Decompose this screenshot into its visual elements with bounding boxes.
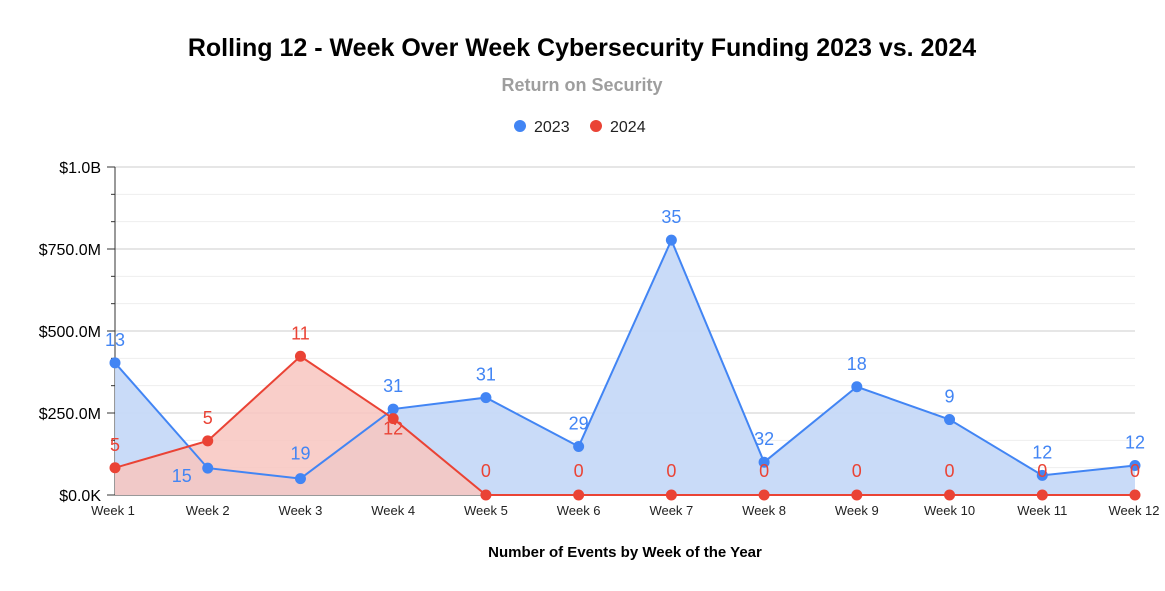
y-tick-label: $250.0M [39, 406, 101, 423]
data-label-2024: 0 [574, 461, 584, 481]
point-2023-week-11 [1036, 469, 1048, 481]
x-tick-label: Week 6 [557, 503, 601, 518]
point-2024-week-3 [294, 350, 306, 362]
x-tick-label: Week 3 [279, 503, 323, 518]
point-2023-week-2 [202, 462, 214, 474]
area-2024 [115, 356, 1135, 495]
point-2023-week-10 [944, 414, 956, 426]
point-2023-week-3 [294, 473, 306, 485]
legend-label-2023: 2023 [534, 119, 570, 136]
point-2023-week-12 [1129, 459, 1141, 471]
x-tick-label: Week 8 [742, 503, 786, 518]
legend-label-2024: 2024 [610, 119, 646, 136]
y-tick-label: $750.0M [39, 242, 101, 259]
series-lines [114, 237, 1136, 496]
point-2023-week-6 [573, 440, 585, 452]
data-label-2023: 12 [1125, 432, 1145, 452]
x-tick-label: Week 9 [835, 503, 879, 518]
data-label-2023: 9 [945, 387, 955, 407]
x-tick-label: Week 10 [924, 503, 975, 518]
data-label-2024: 5 [110, 435, 120, 455]
legend: 2023 2024 [514, 119, 646, 136]
x-axis-title: Number of Events by Week of the Year [488, 544, 762, 561]
data-label-2024: 0 [1037, 461, 1047, 481]
x-tick-label: Week 2 [186, 503, 230, 518]
data-label-2023: 13 [105, 330, 125, 350]
data-label-2024: 0 [945, 461, 955, 481]
data-label-2023: 31 [476, 365, 496, 385]
data-label-2023: 18 [847, 354, 867, 374]
legend-marker-2024 [590, 120, 602, 132]
point-2023-week-9 [851, 381, 863, 393]
x-axis-ticks: Week 1 Week 2 Week 3 Week 4 Week 5 Week 6 Week… [91, 503, 1159, 518]
data-label-2023: 35 [661, 207, 681, 227]
point-2023-week-5 [480, 392, 492, 404]
data-label-2023: 15 [172, 466, 192, 486]
point-2023-week-1 [109, 357, 121, 369]
x-tick-label: Week 11 [1017, 503, 1067, 518]
data-label-2024: 12 [383, 419, 403, 439]
data-label-2024: 5 [203, 408, 213, 428]
point-2024-week-2 [202, 435, 214, 447]
point-2024-week-12 [1129, 489, 1141, 501]
chart-subtitle: Return on Security [501, 75, 662, 95]
point-2024-week-10 [944, 489, 956, 501]
x-tick-label: Week 4 [371, 503, 415, 518]
data-label-2024: 0 [852, 461, 862, 481]
x-tick-label: Week 5 [464, 503, 508, 518]
point-2024-week-8 [758, 489, 770, 501]
data-label-2024: 0 [759, 461, 769, 481]
point-2024-week-4 [387, 413, 399, 425]
point-2024-week-1 [109, 462, 121, 474]
line-2024 [114, 354, 1135, 496]
data-label-2024: 0 [666, 461, 676, 481]
data-label-2023: 12 [1032, 442, 1052, 462]
data-label-2023: 32 [754, 429, 774, 449]
data-label-2024: 0 [481, 461, 491, 481]
y-tick-label: $0.0K [59, 488, 101, 505]
legend-marker-2023 [514, 120, 526, 132]
point-2023-week-8 [758, 456, 770, 468]
data-label-2024: 0 [1130, 461, 1140, 481]
point-2023-week-7 [665, 234, 677, 246]
point-2024-week-6 [573, 489, 585, 501]
point-2024-week-7 [665, 489, 677, 501]
line-2023 [114, 237, 1136, 480]
point-2024-week-11 [1036, 489, 1048, 501]
y-tick-label: $500.0M [39, 324, 101, 341]
x-tick-label: Week 1 [91, 503, 135, 518]
data-label-2023: 29 [569, 413, 589, 433]
series-points [109, 234, 1141, 501]
x-tick-label: Week 12 [1108, 503, 1159, 518]
y-tick-label: $1.0B [59, 160, 101, 177]
x-tick-label: Week 7 [649, 503, 693, 518]
chart-title: Rolling 12 - Week Over Week Cybersecurit… [188, 34, 976, 62]
data-label-2023: 31 [383, 376, 403, 396]
series-areas [115, 240, 1135, 495]
data-label-2023: 19 [290, 444, 310, 464]
data-label-2024: 11 [291, 323, 310, 343]
y-axis-ticks: $0.0K $250.0M $500.0M $750.0M $1.0B [39, 160, 102, 505]
point-2023-week-4 [387, 403, 399, 415]
point-2024-week-5 [480, 489, 492, 501]
point-2024-week-9 [851, 489, 863, 501]
